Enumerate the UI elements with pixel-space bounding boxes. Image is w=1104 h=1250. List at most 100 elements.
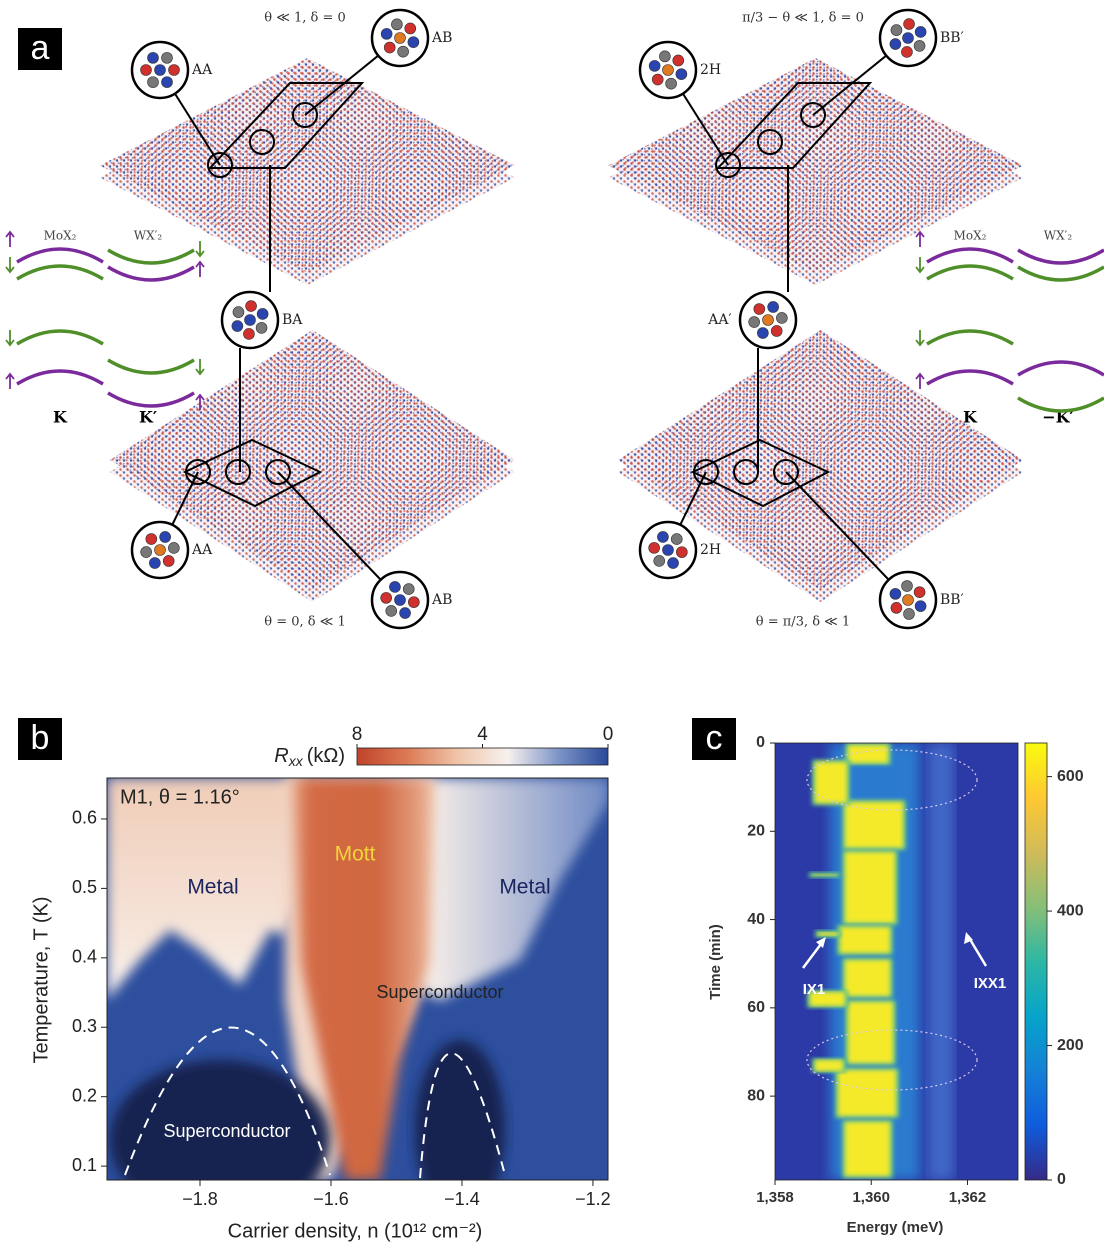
atom bbox=[246, 301, 257, 312]
atom bbox=[890, 39, 901, 50]
y-axis-label: Time (min) bbox=[707, 924, 724, 1000]
heatmap-spot bbox=[845, 852, 895, 923]
atom bbox=[891, 25, 902, 36]
layer-label: MoX₂ bbox=[44, 229, 77, 243]
y-tick-label: 0.5 bbox=[72, 877, 97, 897]
y-tick-label: 40 bbox=[747, 911, 765, 928]
atom bbox=[384, 42, 395, 53]
atom bbox=[400, 608, 411, 619]
band bbox=[108, 393, 194, 406]
colorbar-tick-label: 0 bbox=[1057, 1171, 1066, 1188]
colorbar-tick-label: 600 bbox=[1057, 768, 1084, 785]
atom bbox=[649, 542, 660, 553]
band bbox=[1018, 267, 1104, 280]
colorbar-unit: (kΩ) bbox=[307, 745, 345, 767]
spin-arrow bbox=[916, 232, 924, 247]
atom bbox=[903, 595, 914, 606]
atom bbox=[659, 51, 670, 62]
annotation: Metal bbox=[187, 876, 238, 899]
atom bbox=[169, 65, 180, 76]
atom bbox=[256, 322, 267, 333]
atom bbox=[902, 581, 913, 592]
spin-arrow bbox=[196, 241, 204, 256]
heatmap-spot bbox=[845, 960, 890, 996]
atom bbox=[666, 78, 677, 89]
atom bbox=[149, 558, 160, 569]
heatmap-spot bbox=[848, 745, 888, 763]
atom bbox=[381, 592, 392, 603]
band bbox=[927, 371, 1013, 384]
annotation: Superconductor bbox=[376, 982, 503, 1002]
heatmap-spot bbox=[812, 874, 837, 876]
atom bbox=[668, 558, 679, 569]
condition: θ = 0, δ ≪ 1 bbox=[264, 615, 346, 630]
atom bbox=[903, 33, 914, 44]
condition: π/3 − θ ≪ 1, δ = 0 bbox=[742, 11, 864, 26]
atom bbox=[243, 328, 254, 339]
layer-label: WX′₂ bbox=[134, 229, 163, 243]
colorbar-tick-label: 400 bbox=[1057, 902, 1084, 919]
atom bbox=[395, 33, 406, 44]
atom bbox=[148, 52, 159, 63]
heatmap-spot bbox=[845, 802, 903, 848]
y-tick-label: 0.4 bbox=[72, 947, 97, 967]
y-tick-label: 60 bbox=[747, 999, 765, 1016]
spin-arrow bbox=[916, 257, 924, 272]
atom bbox=[754, 304, 765, 315]
y-tick-label: 80 bbox=[747, 1087, 765, 1104]
band bbox=[1018, 362, 1104, 375]
annotation: IXX1 bbox=[974, 975, 1007, 992]
atom bbox=[757, 328, 768, 339]
atom bbox=[408, 37, 419, 48]
band bbox=[108, 250, 194, 263]
spin-arrow bbox=[6, 232, 14, 247]
band bbox=[927, 331, 1013, 344]
panel-label: b bbox=[31, 719, 50, 757]
atom bbox=[676, 69, 687, 80]
atom bbox=[155, 65, 166, 76]
colorbar-subscript: xx bbox=[288, 753, 304, 769]
atom bbox=[232, 321, 243, 332]
y-tick-label: 0 bbox=[756, 734, 765, 751]
x-tick-label: −1.6 bbox=[313, 1189, 349, 1209]
atom bbox=[671, 534, 682, 545]
stacking-label: BB′ bbox=[940, 592, 964, 608]
atom bbox=[155, 545, 166, 556]
x-tick-label: 1,360 bbox=[852, 1189, 890, 1206]
x-tick-label: 1,358 bbox=[756, 1189, 794, 1206]
atom bbox=[257, 308, 268, 319]
x-tick-label: −1.4 bbox=[444, 1189, 480, 1209]
x-axis-label: Carrier density, n (10¹² cm⁻²) bbox=[228, 1220, 483, 1242]
annotation: M1, θ = 1.16° bbox=[120, 786, 240, 808]
spin-arrow bbox=[196, 359, 204, 374]
atom bbox=[915, 601, 926, 612]
atom bbox=[245, 315, 256, 326]
atom bbox=[890, 588, 901, 599]
annotation: Mott bbox=[335, 843, 376, 866]
annotation: Superconductor bbox=[163, 1121, 290, 1141]
band bbox=[17, 266, 103, 279]
atom bbox=[162, 52, 173, 63]
stacking-label: AB bbox=[431, 592, 452, 608]
colorbar-tick-label: 200 bbox=[1057, 1037, 1084, 1054]
atom bbox=[914, 40, 925, 51]
colorbar-tick-label: 8 bbox=[352, 724, 363, 745]
heatmap bbox=[775, 743, 1018, 1180]
heatmap-spot bbox=[818, 932, 838, 936]
band bbox=[108, 360, 194, 373]
atom bbox=[676, 547, 687, 558]
atom bbox=[160, 531, 171, 542]
y-tick-label: 20 bbox=[747, 823, 765, 840]
colorbar bbox=[1025, 743, 1047, 1180]
stacking-label: AB bbox=[431, 30, 452, 46]
colorbar-label: Rxx(kΩ) bbox=[274, 745, 345, 768]
atom bbox=[654, 555, 665, 566]
stacking-label: AA′ bbox=[707, 312, 731, 328]
panel-a: AAABBAAAABθ ≪ 1, δ = 0θ = 0, δ ≪ 12HBB′A… bbox=[6, 10, 1104, 630]
heatmap-spot bbox=[815, 1060, 843, 1071]
heatmap-spot bbox=[840, 927, 890, 953]
y-tick-label: 0.2 bbox=[72, 1085, 97, 1105]
atom bbox=[141, 65, 152, 76]
stacking-label: AA bbox=[191, 542, 213, 558]
atom bbox=[903, 608, 914, 619]
